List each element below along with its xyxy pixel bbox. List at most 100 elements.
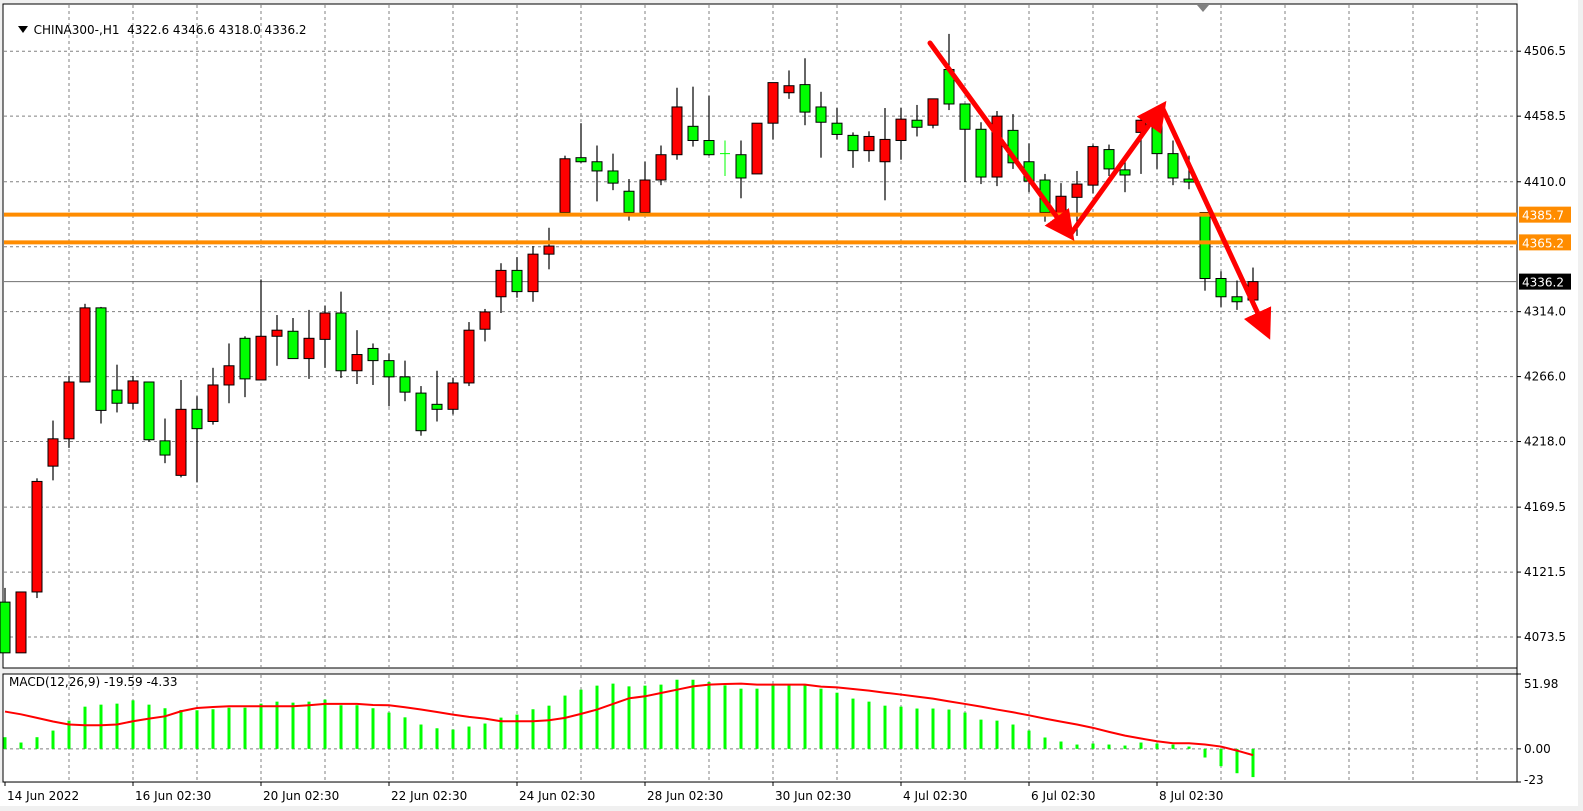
level-price-label: 4365.2 xyxy=(1522,236,1564,250)
candle-body xyxy=(1103,149,1115,170)
candle xyxy=(31,478,43,599)
candle xyxy=(271,315,283,366)
macd-histogram-bar xyxy=(1155,743,1159,749)
macd-histogram-bar xyxy=(499,717,503,749)
candle-body xyxy=(303,337,315,360)
macd-histogram-bar xyxy=(147,704,151,749)
candle-body xyxy=(847,134,859,152)
candle-body xyxy=(1231,296,1243,303)
candle xyxy=(767,82,779,140)
candle-body xyxy=(575,157,587,163)
candle xyxy=(1199,211,1211,291)
candle-body xyxy=(895,118,907,142)
macd-histogram-bar xyxy=(931,708,935,749)
y-tick-label: 4410.0 xyxy=(1524,175,1566,189)
macd-histogram-bar xyxy=(579,689,583,749)
candle xyxy=(895,108,907,160)
candle xyxy=(63,375,75,448)
macd-histogram-bar xyxy=(1011,724,1015,749)
candle-body xyxy=(223,365,235,386)
candle-body xyxy=(1199,211,1211,280)
candle-body xyxy=(1183,178,1195,183)
candle xyxy=(191,396,203,483)
candle xyxy=(720,140,730,176)
level-price-tag xyxy=(1519,234,1571,251)
candle-body xyxy=(207,384,219,423)
candle xyxy=(479,308,491,342)
x-tick-label: 16 Jun 02:30 xyxy=(135,789,211,803)
level-price-label: 4385.7 xyxy=(1522,209,1564,223)
candle-body xyxy=(31,480,43,593)
candle-body xyxy=(367,347,379,362)
candle xyxy=(255,279,267,381)
candle-body xyxy=(47,438,59,467)
macd-histogram-bar xyxy=(339,705,343,749)
macd-histogram-bar xyxy=(899,706,903,749)
candle-body xyxy=(607,170,619,184)
candle-body xyxy=(1151,119,1163,155)
candle xyxy=(831,108,843,140)
macd-histogram-bar xyxy=(1123,745,1127,749)
candle-body xyxy=(911,119,923,128)
macd-histogram-bar xyxy=(755,688,759,749)
macd-histogram-bar xyxy=(371,708,375,749)
current-price-label: 4336.2 xyxy=(1522,276,1564,290)
candle xyxy=(975,122,987,185)
candle xyxy=(143,381,155,442)
candle xyxy=(175,379,187,478)
x-tick-label: 24 Jun 02:30 xyxy=(519,789,595,803)
candle xyxy=(303,309,315,379)
macd-histogram-bar xyxy=(243,707,247,749)
y-tick-label: 4314.0 xyxy=(1524,305,1566,319)
candle xyxy=(15,591,27,654)
candle-body xyxy=(639,179,651,213)
candle-body xyxy=(143,381,155,441)
macd-histogram-bar xyxy=(355,705,359,749)
macd-histogram-bar xyxy=(915,708,919,749)
candle-body xyxy=(399,376,411,393)
y-tick-label: 4121.5 xyxy=(1524,565,1566,579)
candle-body xyxy=(79,307,91,383)
candle-body xyxy=(1119,169,1131,176)
candle-body xyxy=(271,329,283,337)
candle xyxy=(431,370,443,422)
macd-histogram-bar xyxy=(723,685,727,749)
macd-histogram-bar xyxy=(787,685,791,749)
macd-histogram-bar xyxy=(659,684,663,749)
y-tick-label: 4506.5 xyxy=(1524,44,1566,58)
candle-body xyxy=(175,408,187,476)
candle-body xyxy=(319,312,331,340)
candle xyxy=(735,140,747,199)
candle xyxy=(815,91,827,158)
y-tick-label: 4073.5 xyxy=(1524,630,1566,644)
candle-body xyxy=(655,154,667,181)
macd-y-tick-label: 0.00 xyxy=(1524,742,1551,756)
x-tick-label: 20 Jun 02:30 xyxy=(263,789,339,803)
macd-histogram-bar xyxy=(771,685,775,749)
macd-histogram-bar xyxy=(483,723,487,749)
candle xyxy=(751,122,763,175)
trend-arrow-icon xyxy=(927,40,1075,242)
candle-body xyxy=(527,253,539,293)
candle-body xyxy=(127,380,139,404)
x-tick-label: 6 Jul 02:30 xyxy=(1031,789,1095,803)
macd-histogram-bar xyxy=(115,703,119,749)
macd-histogram-bar xyxy=(1187,746,1191,749)
macd-histogram-bar xyxy=(419,724,423,749)
triangle-down-icon[interactable] xyxy=(17,26,28,33)
macd-histogram-bar xyxy=(1139,742,1143,749)
candle xyxy=(1231,280,1243,310)
candle-body xyxy=(767,82,779,124)
candle xyxy=(847,132,859,168)
y-tick-label: 4218.0 xyxy=(1524,435,1566,449)
candle-body xyxy=(1215,278,1227,298)
macd-histogram-bar xyxy=(595,685,599,749)
candle-body xyxy=(463,329,475,384)
macd-histogram-bar xyxy=(1219,748,1223,767)
candle-body xyxy=(831,122,843,135)
candle xyxy=(95,306,107,424)
chart-shift-marker-icon xyxy=(1197,5,1209,12)
macd-histogram-bar xyxy=(387,712,391,749)
candle xyxy=(703,95,715,156)
